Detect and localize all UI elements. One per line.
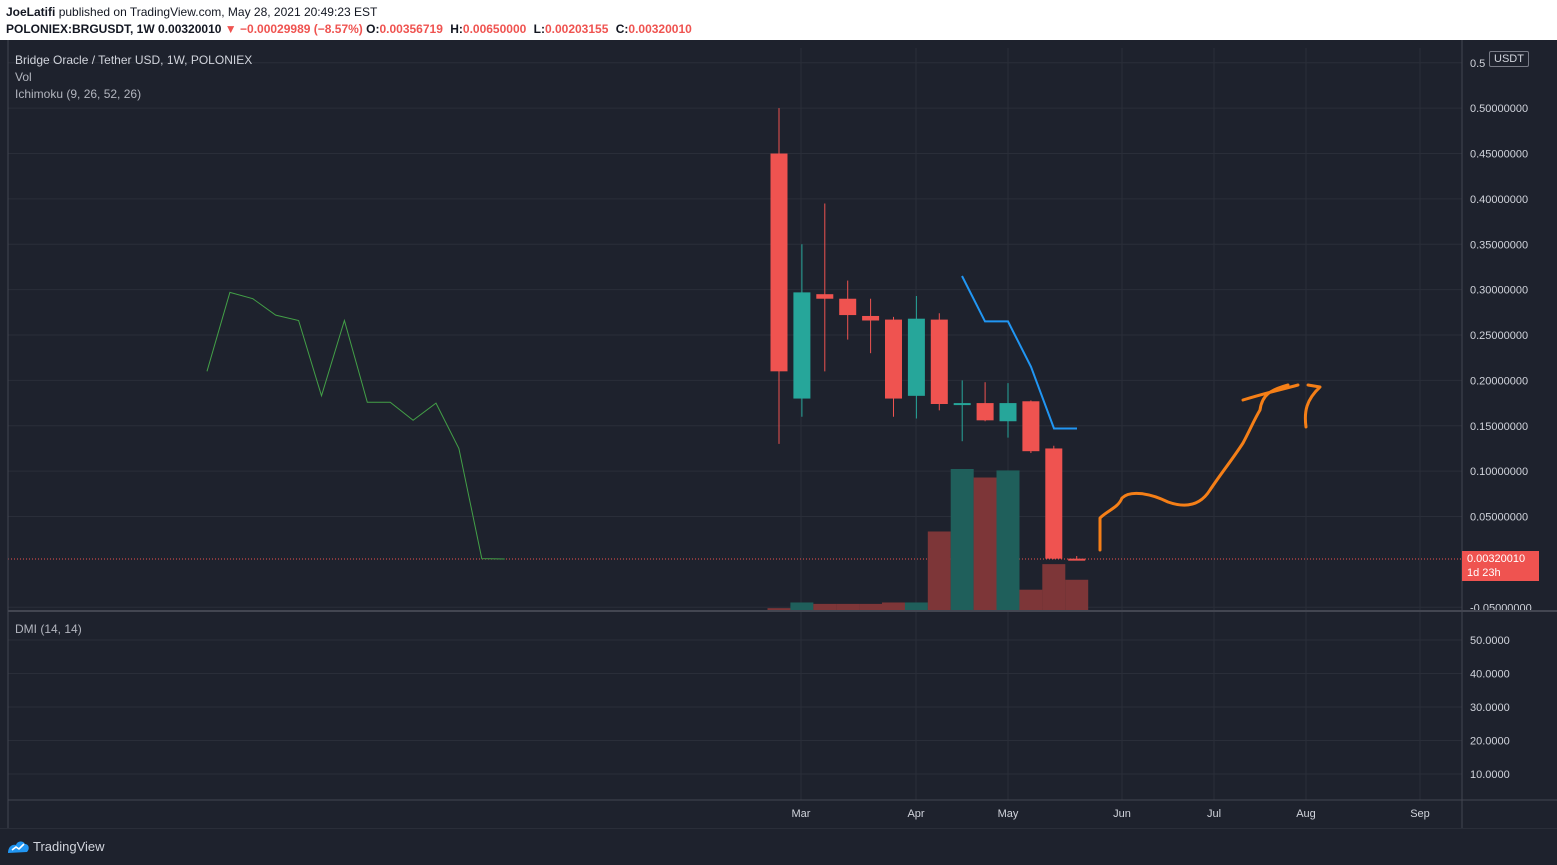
volume-bar: [859, 603, 883, 611]
last-price: 0.00320010: [158, 22, 222, 36]
high-value: 0.00650000: [462, 22, 527, 36]
candle-body: [1022, 401, 1040, 452]
time-tick-label: Sep: [1410, 808, 1430, 820]
price-tick-label: 0.35000000: [1470, 239, 1528, 251]
price-tick-label: 0.15000000: [1470, 421, 1528, 433]
footer: TradingView: [0, 828, 1557, 865]
tradingview-logo-icon[interactable]: [6, 839, 30, 855]
low-value: 0.00203155: [544, 22, 609, 36]
price-tick-label: 0.20000000: [1470, 375, 1528, 387]
volume-bar: [767, 608, 791, 611]
close-value: 0.00320010: [628, 22, 692, 36]
close-label: C:: [615, 22, 629, 36]
candle-body: [839, 298, 857, 316]
dmi-tick-label: 40.0000: [1470, 669, 1510, 681]
tradingview-brand[interactable]: TradingView: [33, 839, 105, 854]
dmi-legend[interactable]: DMI (14, 14): [15, 622, 82, 636]
publish-text: published on TradingView.com, May 28, 20…: [58, 5, 378, 19]
price-tick-label: -0.05000000: [1470, 602, 1532, 614]
chart-canvas[interactable]: 0.5 0.50000000 0.45000000 0.40000000 0.35000…: [0, 40, 1557, 828]
volume-bar: [882, 602, 905, 611]
candle-body: [1045, 448, 1063, 559]
dmi-tick-label: 50.0000: [1470, 635, 1510, 647]
time-tick-label: Jun: [1113, 808, 1131, 820]
volume-bar: [973, 477, 997, 611]
time-tick-label: Aug: [1296, 808, 1316, 820]
candle-body: [999, 403, 1017, 422]
price-tick-label: 0.30000000: [1470, 285, 1528, 297]
candle-body: [976, 403, 994, 421]
price-tick-label: 0.05000000: [1470, 512, 1528, 524]
symbol-name: POLONIEX:BRGUSDT, 1W: [6, 22, 155, 36]
candle-body: [1068, 558, 1086, 561]
time-tick-label: Jul: [1207, 808, 1221, 820]
ichimoku-legend[interactable]: Ichimoku (9, 26, 52, 26): [15, 87, 142, 101]
dmi-tick-label: 30.0000: [1470, 702, 1510, 714]
chart-title[interactable]: Bridge Oracle / Tether USD, 1W, POLONIEX: [15, 53, 253, 67]
volume-bar: [1042, 564, 1066, 611]
time-tick-label: May: [998, 808, 1019, 820]
open-label: O:: [366, 22, 380, 36]
down-arrow-icon: ▼: [224, 22, 237, 36]
volume-bar: [1019, 589, 1043, 611]
open-value: 0.00356719: [379, 22, 443, 36]
volume-legend[interactable]: Vol: [15, 70, 32, 84]
price-tick-label: 0.40000000: [1470, 194, 1528, 206]
candle-body: [816, 294, 834, 299]
publish-info: JoeLatifi published on TradingView.com, …: [6, 5, 377, 19]
price-tick-label: 0.45000000: [1470, 149, 1528, 161]
price-tick-label: 0.10000000: [1470, 466, 1528, 478]
volume-bar: [950, 469, 974, 611]
candle-body: [953, 403, 971, 406]
volume-bar: [836, 603, 860, 611]
dmi-tick-label: 10.0000: [1470, 769, 1510, 781]
volume-bar: [996, 470, 1020, 611]
candle-body: [862, 315, 880, 321]
chart-area[interactable]: 0.5 0.50000000 0.45000000 0.40000000 0.35000…: [0, 40, 1557, 828]
high-label: H:: [450, 22, 463, 36]
time-tick-label: Mar: [792, 808, 811, 820]
price-change: −0.00029989 (−8.57%): [240, 22, 363, 36]
currency-badge[interactable]: USDT: [1489, 51, 1529, 67]
volume-bar: [904, 602, 928, 611]
projection-drawing: [1098, 383, 1322, 552]
candle-body: [930, 319, 948, 404]
volume-bar: [927, 531, 951, 611]
volume-bar: [1065, 579, 1089, 611]
low-label: L:: [533, 22, 545, 36]
candle-body: [770, 153, 788, 372]
candle-body: [885, 319, 902, 399]
tenkan-line: [961, 275, 1077, 430]
volume-bar: [790, 602, 814, 611]
bar-countdown: 1d 23h: [1467, 567, 1501, 579]
last-price-tag: 0.00320010 1d 23h: [1462, 551, 1539, 581]
author-name[interactable]: JoeLatifi: [6, 5, 56, 19]
candle-body: [907, 318, 925, 396]
publish-header: JoeLatifi published on TradingView.com, …: [0, 0, 1557, 40]
symbol-info: POLONIEX:BRGUSDT, 1W 0.00320010 ▼ −0.000…: [6, 22, 696, 36]
price-tick-label: 0.5: [1470, 58, 1485, 70]
candle-body: [793, 292, 811, 399]
price-tick-label: 0.25000000: [1470, 330, 1528, 342]
lagging-span-line: [206, 291, 505, 560]
price-tick-label: 0.50000000: [1470, 103, 1528, 115]
last-price-tag-value: 0.00320010: [1467, 553, 1526, 565]
time-tick-label: Apr: [907, 808, 924, 820]
volume-bar: [813, 603, 837, 611]
dmi-tick-label: 20.0000: [1470, 736, 1510, 748]
